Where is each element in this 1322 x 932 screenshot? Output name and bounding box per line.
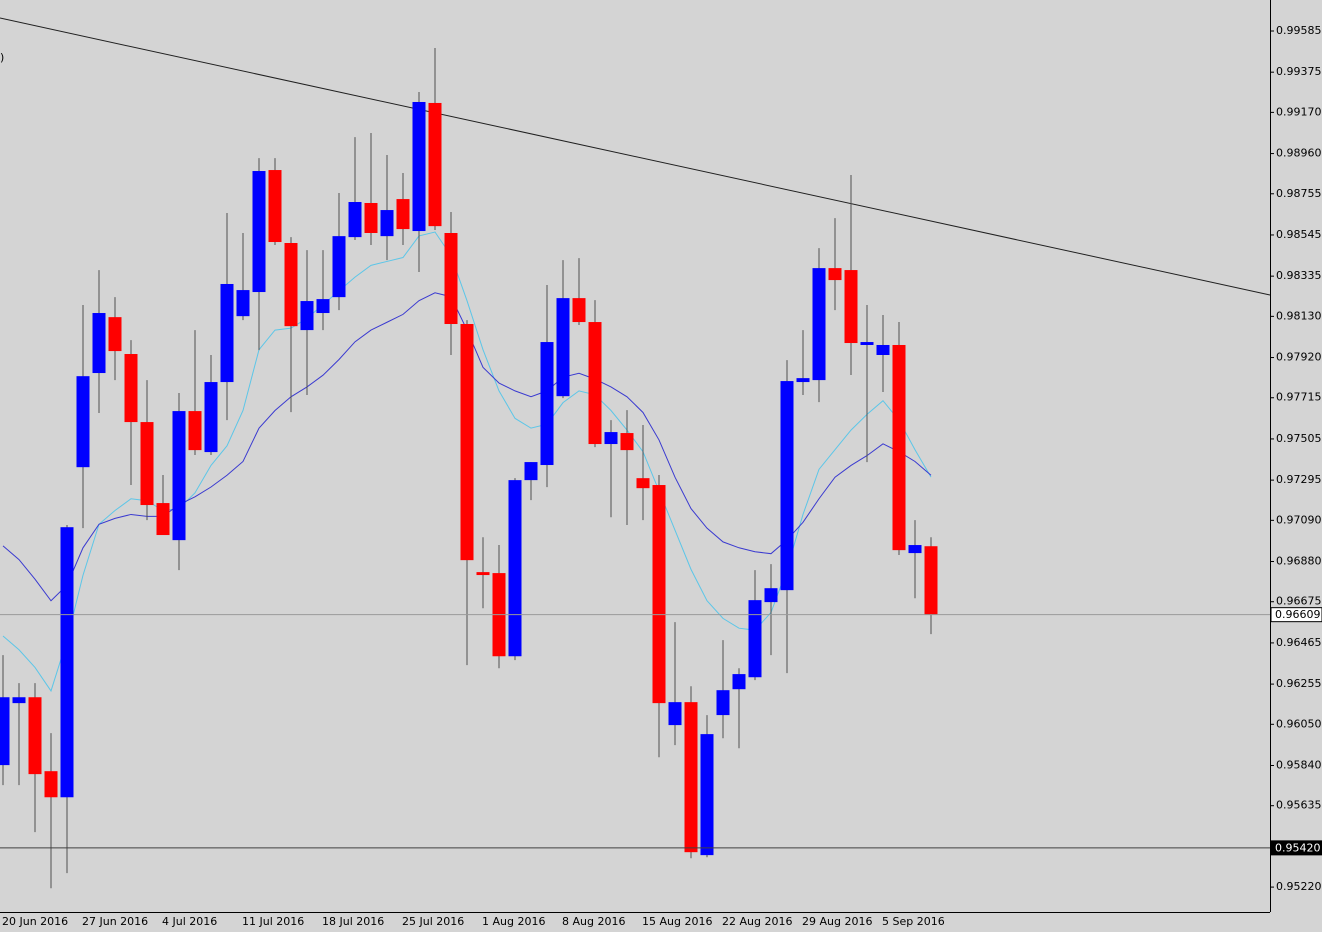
x-tick-label: 29 Aug 2016 [802,915,872,928]
price-box [1270,840,1322,856]
candle-body [604,432,618,445]
x-tick-label: 22 Aug 2016 [722,915,792,928]
candle-body [652,485,666,704]
candle-body [300,301,314,331]
candle-body [364,202,378,234]
candle-body [796,378,810,383]
candle-body [668,702,682,726]
candle-body [444,233,458,325]
candle-body [572,298,586,323]
trendline [0,17,1271,296]
candle-body [556,298,570,397]
candle-body [316,299,330,314]
y-tick-label: 0.96880 [1276,555,1322,568]
y-tick-label: 0.98545 [1276,228,1322,241]
candle-body [236,290,250,317]
candle-body [748,600,762,678]
candle-body [812,268,826,381]
y-tick-label: 0.97920 [1276,351,1322,364]
x-tick-label: 18 Jul 2016 [322,915,384,928]
y-tick-label: 0.98335 [1276,269,1322,282]
candle-body [716,690,730,716]
x-tick-label: 25 Jul 2016 [402,915,464,928]
y-tick-label: 0.96050 [1276,717,1322,730]
candle-body [524,462,538,481]
y-tick-label: 0.99585 [1276,24,1322,37]
candle-body [428,102,442,227]
candle-body [252,171,266,293]
x-tick-label: 11 Jul 2016 [242,915,304,928]
candle-body [348,202,362,238]
candle-body [860,342,874,345]
candle-body [284,243,298,327]
candle-body [60,527,74,798]
candle-body [924,546,938,615]
candle-body [620,433,634,451]
candle-body [268,170,282,243]
candle-body [188,411,202,451]
y-tick-label: 0.98130 [1276,309,1322,322]
x-tick-label: 27 Jun 2016 [82,915,148,928]
candle-body [92,313,106,374]
x-tick-label: 5 Sep 2016 [882,915,945,928]
x-tick-label: 4 Jul 2016 [162,915,217,928]
x-tick-label: 20 Jun 2016 [2,915,68,928]
candle-body [0,697,10,766]
x-tick-label: 8 Aug 2016 [562,915,625,928]
y-tick-label: 0.96255 [1276,677,1322,690]
y-tick-label: 0.97090 [1276,513,1322,526]
y-tick-label: 0.99375 [1276,65,1322,78]
candle-body [44,771,58,798]
candle-body [908,545,922,554]
y-tick-label: 0.95220 [1276,880,1322,893]
y-tick-label: 0.97505 [1276,432,1322,445]
y-tick-label: 0.98960 [1276,147,1322,160]
candle-body [476,572,490,576]
y-tick-label: 0.97715 [1276,391,1322,404]
candle-body [204,382,218,453]
indicator-label: ) [0,51,4,64]
candle-body [844,270,858,344]
candle-body [732,674,746,690]
y-tick-label: 0.97295 [1276,473,1322,486]
candle-body [76,376,90,468]
candle-body [412,101,426,232]
candle-body [380,210,394,237]
x-tick-label: 15 Aug 2016 [642,915,712,928]
candle-body [540,342,554,466]
candle-body [588,322,602,445]
candle-body [172,411,186,541]
y-tick-label: 0.95635 [1276,799,1322,812]
candle-body [332,236,346,298]
candle-body [124,354,138,423]
candle-body [876,344,890,355]
price-box [1270,607,1322,623]
price-label: 0.95420 [1275,841,1321,854]
candle-body [220,283,234,383]
candle-body [892,344,906,551]
price-label: 0.96609 [1275,608,1321,621]
candle-body [28,697,42,775]
y-tick-label: 0.98755 [1276,187,1322,200]
y-tick-label: 0.99170 [1276,105,1322,118]
candle-body [700,734,714,856]
candle-body [636,478,650,489]
y-tick-label: 0.96465 [1276,636,1322,649]
candle-body [828,268,842,281]
candle-body [140,422,154,506]
candle-body [780,381,794,591]
candle-body [684,702,698,853]
candle-body [12,697,26,704]
candle-body [460,324,474,561]
candle-body [764,588,778,603]
candle-body [156,503,170,536]
y-tick-label: 0.96675 [1276,595,1322,608]
x-tick-label: 1 Aug 2016 [482,915,545,928]
candle-body [396,199,410,230]
candle-body [108,317,122,352]
y-tick-label: 0.95840 [1276,758,1322,771]
candle-body [508,480,522,657]
